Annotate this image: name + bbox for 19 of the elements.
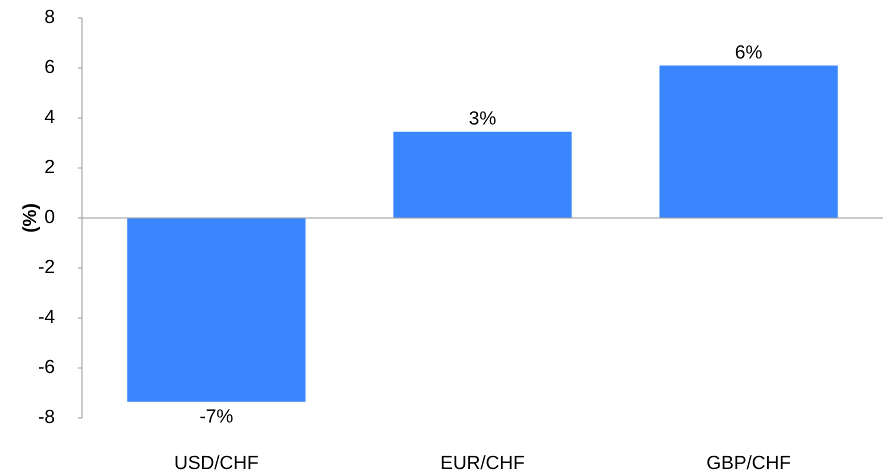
bar [127, 218, 306, 402]
y-tick-label: 0 [44, 207, 55, 228]
y-tick-label: 8 [44, 7, 55, 28]
y-tick-label: 6 [44, 57, 55, 78]
bar [659, 66, 838, 218]
y-tick-label: -2 [38, 257, 55, 278]
y-axis-title: (%) [20, 203, 41, 233]
x-tick-label: EUR/CHF [440, 453, 525, 473]
y-tick-label: 2 [44, 157, 55, 178]
data-label: 3% [468, 108, 496, 130]
y-tick-label: 4 [44, 107, 56, 128]
data-label: 6% [734, 42, 762, 64]
x-tick-label: USD/CHF [174, 453, 259, 473]
y-tick-label: -6 [38, 357, 55, 378]
bar [393, 132, 572, 218]
x-tick-label: GBP/CHF [706, 453, 791, 473]
y-tick-label: -8 [38, 407, 55, 428]
y-tick-label: -4 [38, 307, 56, 328]
data-label: -7% [199, 406, 234, 428]
